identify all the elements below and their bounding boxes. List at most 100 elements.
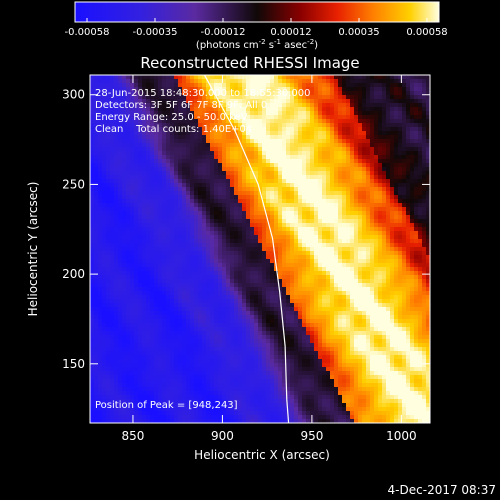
heatmap-cell <box>142 347 146 351</box>
heatmap-cell <box>302 263 306 267</box>
heatmap-cell <box>230 175 234 179</box>
heatmap-cell <box>206 283 210 287</box>
heatmap-cell <box>198 291 202 295</box>
heatmap-cell <box>210 163 214 167</box>
heatmap-cell <box>98 139 102 143</box>
heatmap-cell <box>162 171 166 175</box>
heatmap-cell <box>110 291 114 295</box>
heatmap-cell <box>278 387 282 391</box>
heatmap-cell <box>110 331 114 335</box>
heatmap-cell <box>122 175 126 179</box>
heatmap-cell <box>170 143 174 147</box>
heatmap-cell <box>282 395 286 399</box>
heatmap-cell <box>274 219 278 223</box>
heatmap-cell <box>306 131 310 135</box>
heatmap-cell <box>110 87 114 91</box>
heatmap-cell <box>206 259 210 263</box>
heatmap-cell <box>274 139 278 143</box>
heatmap-cell <box>202 279 206 283</box>
heatmap-cell <box>114 127 118 131</box>
heatmap-cell <box>266 211 270 215</box>
heatmap-cell <box>126 143 130 147</box>
heatmap-cell <box>202 335 206 339</box>
heatmap-cell <box>146 195 150 199</box>
heatmap-cell <box>258 139 262 143</box>
heatmap-cell <box>306 239 310 243</box>
heatmap-cell <box>202 283 206 287</box>
heatmap-cell <box>218 279 222 283</box>
heatmap-cell <box>94 291 98 295</box>
heatmap-cell <box>298 279 302 283</box>
heatmap-cell <box>166 159 170 163</box>
heatmap-cell <box>270 99 274 103</box>
heatmap-cell <box>194 235 198 239</box>
heatmap-cell <box>150 343 154 347</box>
heatmap-cell <box>114 115 118 119</box>
heatmap-cell <box>194 159 198 163</box>
heatmap-cell <box>182 299 186 303</box>
heatmap-cell <box>198 119 202 123</box>
heatmap-cell <box>150 291 154 295</box>
heatmap-cell <box>130 243 134 247</box>
heatmap-cell <box>194 331 198 335</box>
heatmap-cell <box>270 315 274 319</box>
heatmap-cell <box>298 347 302 351</box>
heatmap-cell <box>210 231 214 235</box>
heatmap-cell <box>146 271 150 275</box>
heatmap-cell <box>238 419 242 423</box>
heatmap-cell <box>262 251 266 255</box>
heatmap-cell <box>274 283 278 287</box>
heatmap-cell <box>226 415 230 419</box>
heatmap-cell <box>298 327 302 331</box>
heatmap-cell <box>214 215 218 219</box>
heatmap-cell <box>174 207 178 211</box>
heatmap-cell <box>310 151 314 155</box>
heatmap-cell <box>130 131 134 135</box>
heatmap-cell <box>186 407 190 411</box>
heatmap-cell <box>182 123 186 127</box>
heatmap-cell <box>214 335 218 339</box>
heatmap-cell <box>126 207 130 211</box>
heatmap-cell <box>282 187 286 191</box>
heatmap-cell <box>110 355 114 359</box>
heatmap-cell <box>94 107 98 111</box>
heatmap-cell <box>238 99 242 103</box>
heatmap-cell <box>318 91 322 95</box>
heatmap-cell <box>182 351 186 355</box>
heatmap-cell <box>294 303 298 307</box>
heatmap-cell <box>130 159 134 163</box>
heatmap-cell <box>222 79 226 83</box>
heatmap-cell <box>94 331 98 335</box>
heatmap-cell <box>238 295 242 299</box>
heatmap-cell <box>198 331 202 335</box>
heatmap-cell <box>178 311 182 315</box>
heatmap-cell <box>254 119 258 123</box>
heatmap-cell <box>210 343 214 347</box>
heatmap-cell <box>182 271 186 275</box>
heatmap-cell <box>250 159 254 163</box>
heatmap-cell <box>118 115 122 119</box>
heatmap-cell <box>230 219 234 223</box>
heatmap-cell <box>246 387 250 391</box>
heatmap-cell <box>246 131 250 135</box>
heatmap-cell <box>230 203 234 207</box>
heatmap-cell <box>162 167 166 171</box>
heatmap-cell <box>106 183 110 187</box>
heatmap-cell <box>138 351 142 355</box>
heatmap-cell <box>166 227 170 231</box>
heatmap-cell <box>134 287 138 291</box>
heatmap-cell <box>218 199 222 203</box>
heatmap-cell <box>302 351 306 355</box>
heatmap-cell <box>282 95 286 99</box>
heatmap-cell <box>286 371 290 375</box>
heatmap-cell <box>138 383 142 387</box>
heatmap-cell <box>158 355 162 359</box>
heatmap-cell <box>134 83 138 87</box>
heatmap-cell <box>98 107 102 111</box>
heatmap-cell <box>278 167 282 171</box>
heatmap-cell <box>126 339 130 343</box>
heatmap-cell <box>258 95 262 99</box>
heatmap-cell <box>218 95 222 99</box>
heatmap-cell <box>246 379 250 383</box>
heatmap-cell <box>294 79 298 83</box>
